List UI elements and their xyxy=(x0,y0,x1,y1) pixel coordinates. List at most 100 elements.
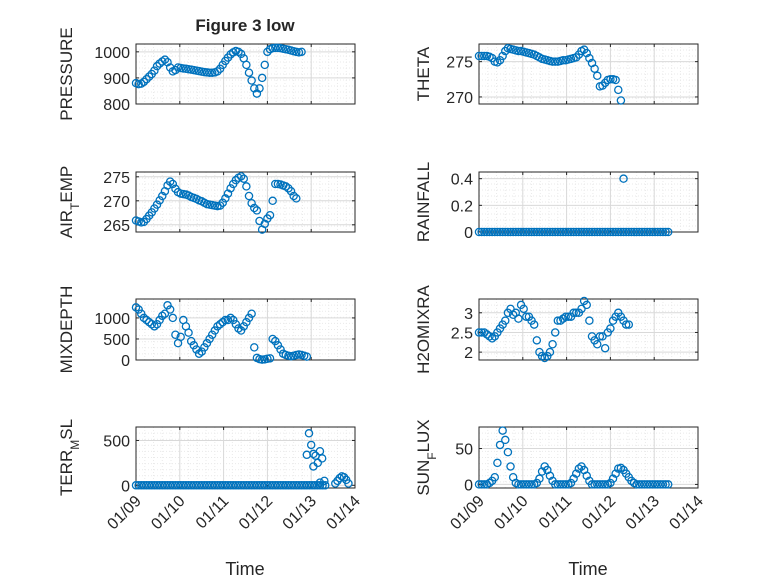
data-point xyxy=(640,480,649,489)
data-point xyxy=(498,51,507,61)
data-point xyxy=(152,319,162,329)
data-point xyxy=(571,227,581,237)
data-point xyxy=(648,480,657,489)
data-point xyxy=(265,481,275,490)
subplot-1: 800 900 1000 PRESSURE xyxy=(57,27,356,121)
data-point xyxy=(593,340,602,349)
data-point xyxy=(147,481,157,490)
data-point xyxy=(234,47,243,57)
data-point xyxy=(305,481,314,490)
data-point xyxy=(239,174,248,183)
data-point xyxy=(587,480,597,489)
data-point xyxy=(590,480,599,489)
x-axis-label-right: Time xyxy=(568,559,607,579)
data-point xyxy=(302,352,312,361)
data-point xyxy=(627,227,636,237)
data-point xyxy=(242,481,251,490)
data-point xyxy=(289,191,298,201)
data-point xyxy=(250,84,259,93)
data-point xyxy=(621,227,631,237)
x-tick-label: 01/09 xyxy=(447,493,487,533)
data-point xyxy=(522,312,531,321)
axes-box xyxy=(135,43,356,105)
data-point xyxy=(579,227,589,237)
data-point xyxy=(173,481,183,490)
data-point xyxy=(213,481,222,490)
data-point xyxy=(663,227,673,237)
y-tick-label: 0 xyxy=(121,478,130,495)
data-point xyxy=(292,481,301,490)
data-point xyxy=(189,481,199,490)
data-point xyxy=(276,481,285,490)
data-point xyxy=(252,481,262,490)
subplot-3: 265 270 275 AIRTEMP xyxy=(57,166,356,238)
data-point xyxy=(590,227,599,237)
data-point xyxy=(558,55,568,65)
data-point xyxy=(493,458,502,468)
data-point xyxy=(658,480,668,489)
data-point xyxy=(281,481,291,490)
data-point xyxy=(629,227,639,237)
series-markers xyxy=(131,301,312,364)
data-point xyxy=(152,61,162,71)
data-point xyxy=(621,320,631,329)
data-point xyxy=(585,227,594,237)
data-point xyxy=(477,480,486,489)
data-point xyxy=(598,81,607,90)
data-point xyxy=(158,481,167,490)
data-point xyxy=(608,227,618,237)
data-point xyxy=(514,227,523,237)
x-tick-label: 01/13 xyxy=(280,493,320,533)
data-point xyxy=(498,426,507,435)
data-point xyxy=(642,480,652,489)
data-point xyxy=(247,481,256,490)
data-point xyxy=(247,309,256,318)
y-tick-label: 2.5 xyxy=(451,325,473,342)
data-point xyxy=(522,227,531,237)
y-tick-label: 500 xyxy=(103,433,130,450)
data-point xyxy=(205,334,214,344)
data-point xyxy=(545,471,555,481)
data-point xyxy=(236,49,246,59)
data-point xyxy=(158,191,167,201)
data-point xyxy=(577,304,586,314)
data-point xyxy=(244,481,254,490)
data-point xyxy=(606,75,615,84)
data-point xyxy=(616,96,626,105)
y-tick-label: 275 xyxy=(446,55,473,72)
data-point xyxy=(268,481,277,490)
data-point xyxy=(535,227,544,237)
data-point xyxy=(144,317,154,327)
data-point xyxy=(228,481,238,490)
data-point xyxy=(317,454,327,463)
data-point xyxy=(192,345,201,354)
data-point xyxy=(147,319,157,329)
data-point xyxy=(184,481,193,490)
data-point xyxy=(158,311,167,321)
data-point xyxy=(632,480,641,489)
data-point xyxy=(532,478,542,488)
x-tick-label: 01/14 xyxy=(666,493,706,533)
data-point xyxy=(519,480,528,489)
data-point xyxy=(548,340,557,349)
data-point xyxy=(556,227,565,237)
data-point xyxy=(192,481,201,490)
data-point xyxy=(186,336,196,346)
data-point xyxy=(286,481,296,490)
series-markers xyxy=(474,43,626,105)
data-point xyxy=(150,322,159,331)
data-point xyxy=(142,481,151,490)
data-point xyxy=(493,58,502,67)
data-point xyxy=(663,480,673,489)
data-point xyxy=(176,481,185,490)
data-point xyxy=(519,227,528,237)
data-point xyxy=(215,319,225,329)
data-point xyxy=(482,227,492,237)
data-point xyxy=(529,320,539,329)
data-point xyxy=(344,479,353,488)
data-point xyxy=(656,480,665,489)
data-point xyxy=(163,58,172,67)
data-point xyxy=(194,349,204,358)
data-point xyxy=(511,227,521,237)
